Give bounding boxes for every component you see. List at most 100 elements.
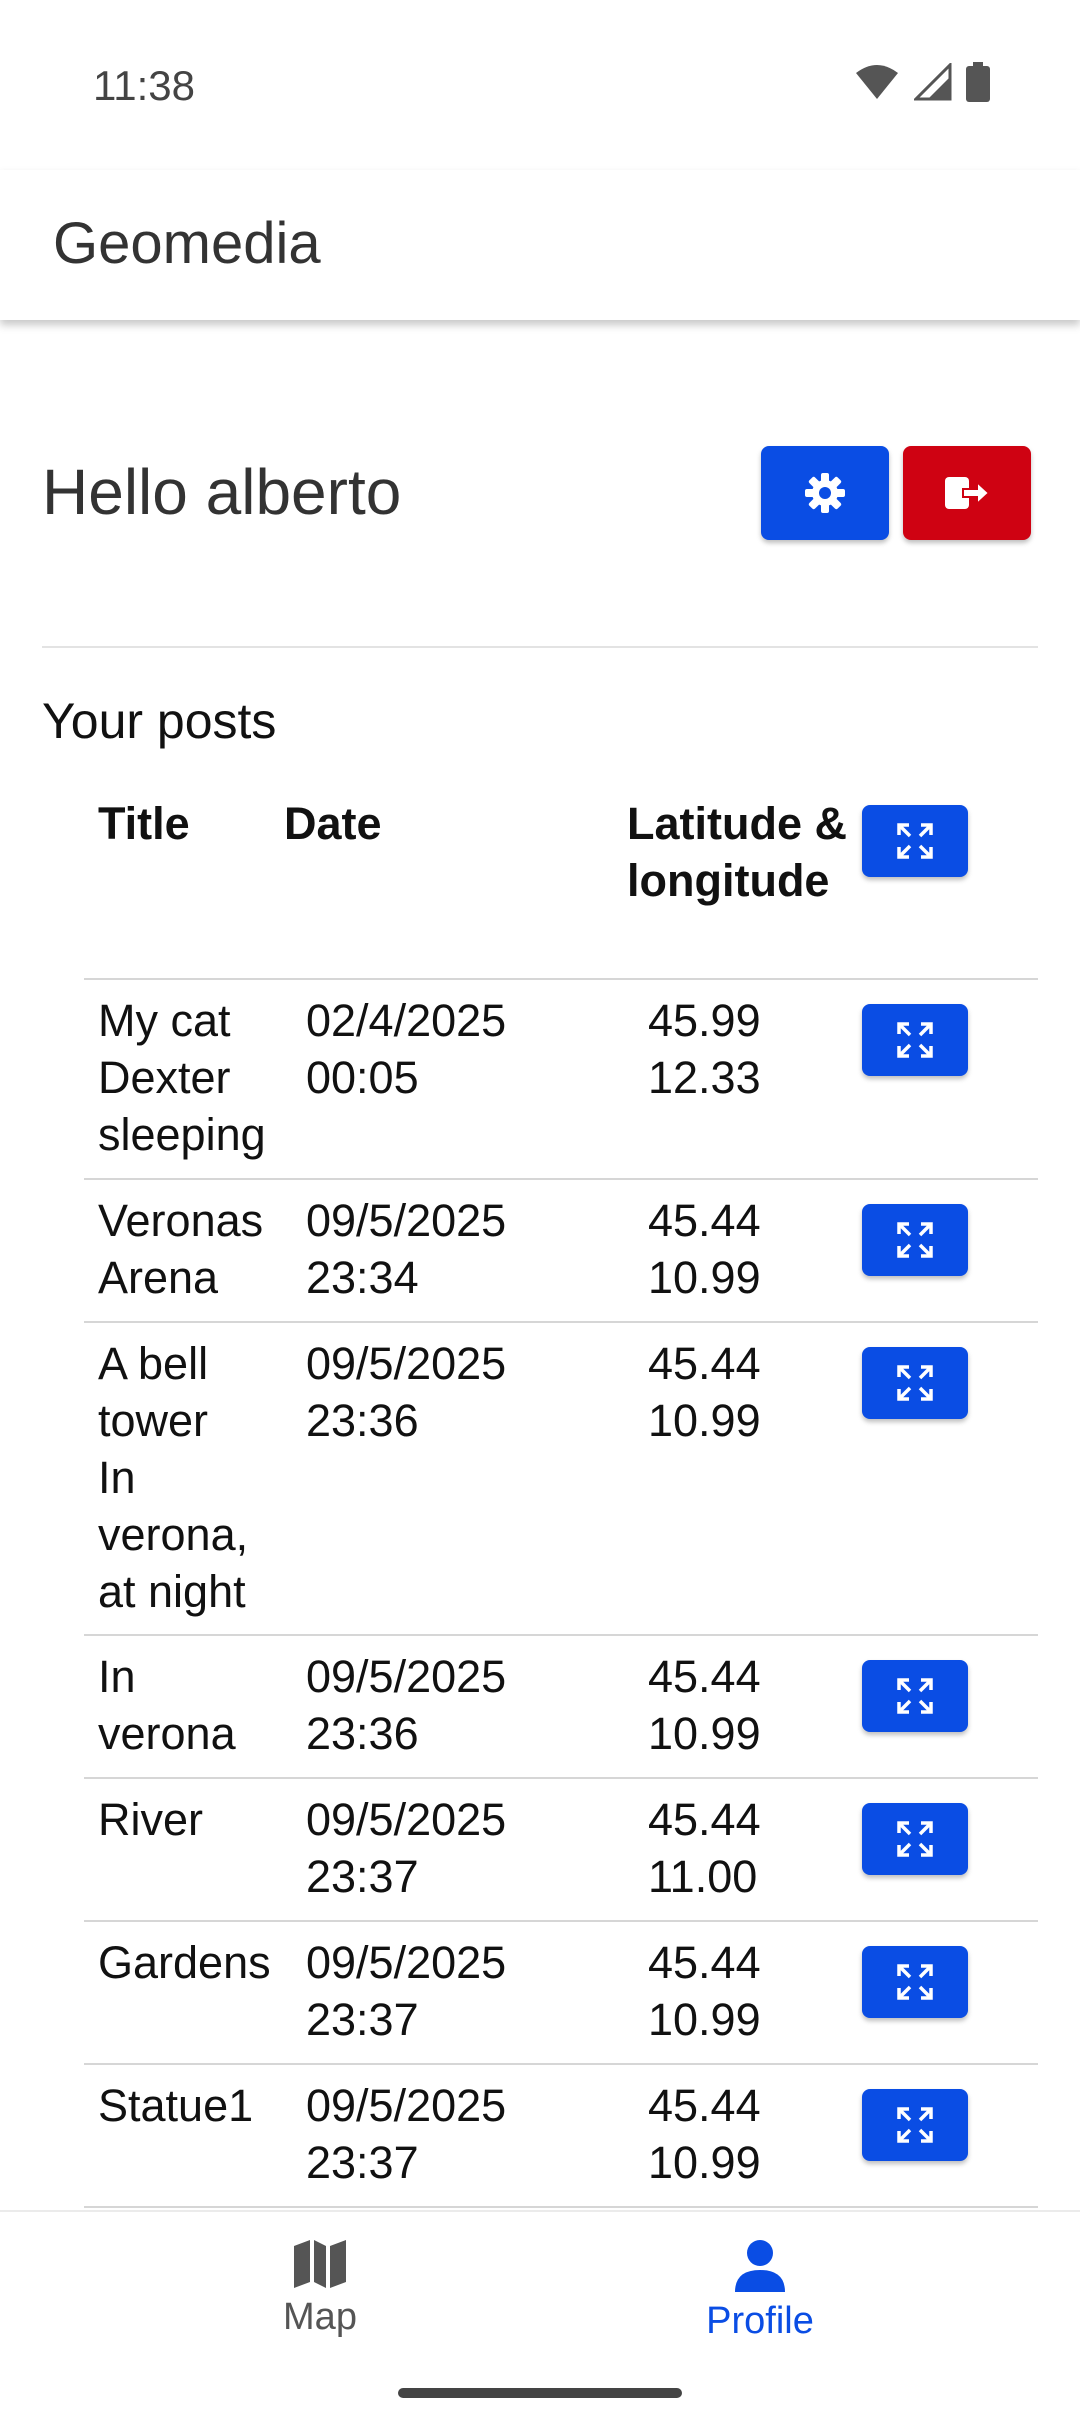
battery-icon [966,62,990,102]
post-latitude: 45.99 [648,995,761,1046]
post-date-day: 02/4/2025 [306,995,507,1046]
status-bar: 11:38 [0,0,1080,170]
post-date: 02/4/2025 00:05 [306,992,566,1106]
post-latitude: 45.44 [648,1195,761,1246]
expand-all-button[interactable] [862,805,968,877]
expand-icon [897,1222,933,1258]
expand-icon [897,1821,933,1857]
expand-post-button[interactable] [862,1660,968,1732]
expand-post-button[interactable] [862,1803,968,1875]
expand-icon [897,1964,933,2000]
person-icon [735,2240,785,2292]
post-title: In verona [98,1651,236,1759]
column-header-date: Date [284,798,382,849]
table-header: Title Date Latitude & longitude [84,795,1038,980]
app-bar: Geomedia [0,170,1080,320]
post-date: 09/5/2025 23:36 [306,1335,566,1449]
expand-post-button[interactable] [862,1946,968,2018]
post-coordinates: 45.44 11.00 [648,1791,848,1905]
column-header-latlng: Latitude & longitude [627,798,847,906]
table-row: In verona 09/5/2025 23:36 45.44 10.99 [84,1636,1038,1779]
status-time: 11:38 [93,62,195,109]
post-longitude: 12.33 [648,1052,761,1103]
post-date-day: 09/5/2025 [306,1195,507,1246]
post-latitude: 45.44 [648,1338,761,1389]
expand-icon [897,823,933,859]
post-title: Veronas Arena [98,1195,264,1303]
post-date-time: 23:36 [306,1395,419,1446]
post-date-time: 23:36 [306,1708,419,1759]
post-date: 09/5/2025 23:37 [306,1791,566,1905]
table-row: Statue1 09/5/2025 23:37 45.44 10.99 [84,2065,1038,2208]
expand-post-button[interactable] [862,2089,968,2161]
post-latitude: 45.44 [648,1937,761,1988]
gear-icon [805,473,845,513]
expand-icon [897,2107,933,2143]
expand-icon [897,1022,933,1058]
signal-icon [914,63,952,101]
nav-item-profile[interactable]: Profile [610,2238,910,2343]
post-date: 09/5/2025 23:37 [306,1934,566,2048]
post-date: 09/5/2025 23:36 [306,1648,566,1762]
expand-post-button[interactable] [862,1204,968,1276]
post-coordinates: 45.44 10.99 [648,1648,848,1762]
post-coordinates: 45.44 10.99 [648,1192,848,1306]
posts-table: Title Date Latitude & longitude My cat De… [84,795,1038,2208]
posts-section-title: Your posts [42,693,277,749]
post-date-time: 23:37 [306,1994,419,2045]
expand-icon [897,1678,933,1714]
settings-button[interactable] [761,446,889,540]
table-row: Gardens 09/5/2025 23:37 45.44 10.99 [84,1922,1038,2065]
home-indicator [398,2388,682,2398]
post-title: A bell tower In verona, at night [98,1338,249,1617]
post-date-day: 09/5/2025 [306,1651,507,1702]
wifi-icon [856,65,898,99]
expand-icon [897,1365,933,1401]
status-icons [854,62,990,102]
post-longitude: 10.99 [648,1708,761,1759]
post-title: River [98,1794,204,1845]
post-date-day: 09/5/2025 [306,1338,507,1389]
table-row: Veronas Arena 09/5/2025 23:34 45.44 10.99 [84,1180,1038,1323]
post-title: My cat Dexter sleeping [98,995,266,1160]
post-date-day: 09/5/2025 [306,1794,507,1845]
post-date-time: 23:34 [306,1252,419,1303]
post-date-time: 23:37 [306,2137,419,2188]
post-longitude: 11.00 [648,1851,758,1902]
post-coordinates: 45.44 10.99 [648,2077,848,2191]
post-coordinates: 45.99 12.33 [648,992,848,1106]
post-longitude: 10.99 [648,1395,761,1446]
greeting-heading: Hello alberto [42,456,402,528]
nav-label-profile: Profile [706,2300,814,2342]
section-divider [42,646,1038,648]
post-latitude: 45.44 [648,1651,761,1702]
app-title: Geomedia [53,211,321,276]
post-title: Statue1 [98,2080,254,2131]
map-icon [294,2240,346,2288]
post-latitude: 45.44 [648,1794,761,1845]
expand-post-button[interactable] [862,1347,968,1419]
post-date-time: 00:05 [306,1052,419,1103]
post-date: 09/5/2025 23:34 [306,1192,566,1306]
column-header-title: Title [98,798,190,849]
post-longitude: 10.99 [648,1994,761,2045]
post-date-day: 09/5/2025 [306,2080,507,2131]
nav-item-map[interactable]: Map [170,2238,470,2339]
post-date: 09/5/2025 23:37 [306,2077,566,2191]
post-date-time: 23:37 [306,1851,419,1902]
post-date-day: 09/5/2025 [306,1937,507,1988]
post-latitude: 45.44 [648,2080,761,2131]
table-row: River 09/5/2025 23:37 45.44 11.00 [84,1779,1038,1922]
logout-button[interactable] [903,446,1031,540]
post-coordinates: 45.44 10.99 [648,1335,848,1449]
post-longitude: 10.99 [648,2137,761,2188]
post-longitude: 10.99 [648,1252,761,1303]
table-body: My cat Dexter sleeping 02/4/2025 00:05 45.99 1… [84,980,1038,2208]
bottom-navigation: Map Profile [0,2210,1080,2426]
table-row: My cat Dexter sleeping 02/4/2025 00:05 45.99 1… [84,980,1038,1180]
nav-label-map: Map [283,2296,357,2338]
logout-icon [945,477,991,509]
expand-post-button[interactable] [862,1004,968,1076]
table-row: A bell tower In verona, at night 09/5/2025 23:… [84,1323,1038,1636]
post-title: Gardens [98,1937,271,1988]
